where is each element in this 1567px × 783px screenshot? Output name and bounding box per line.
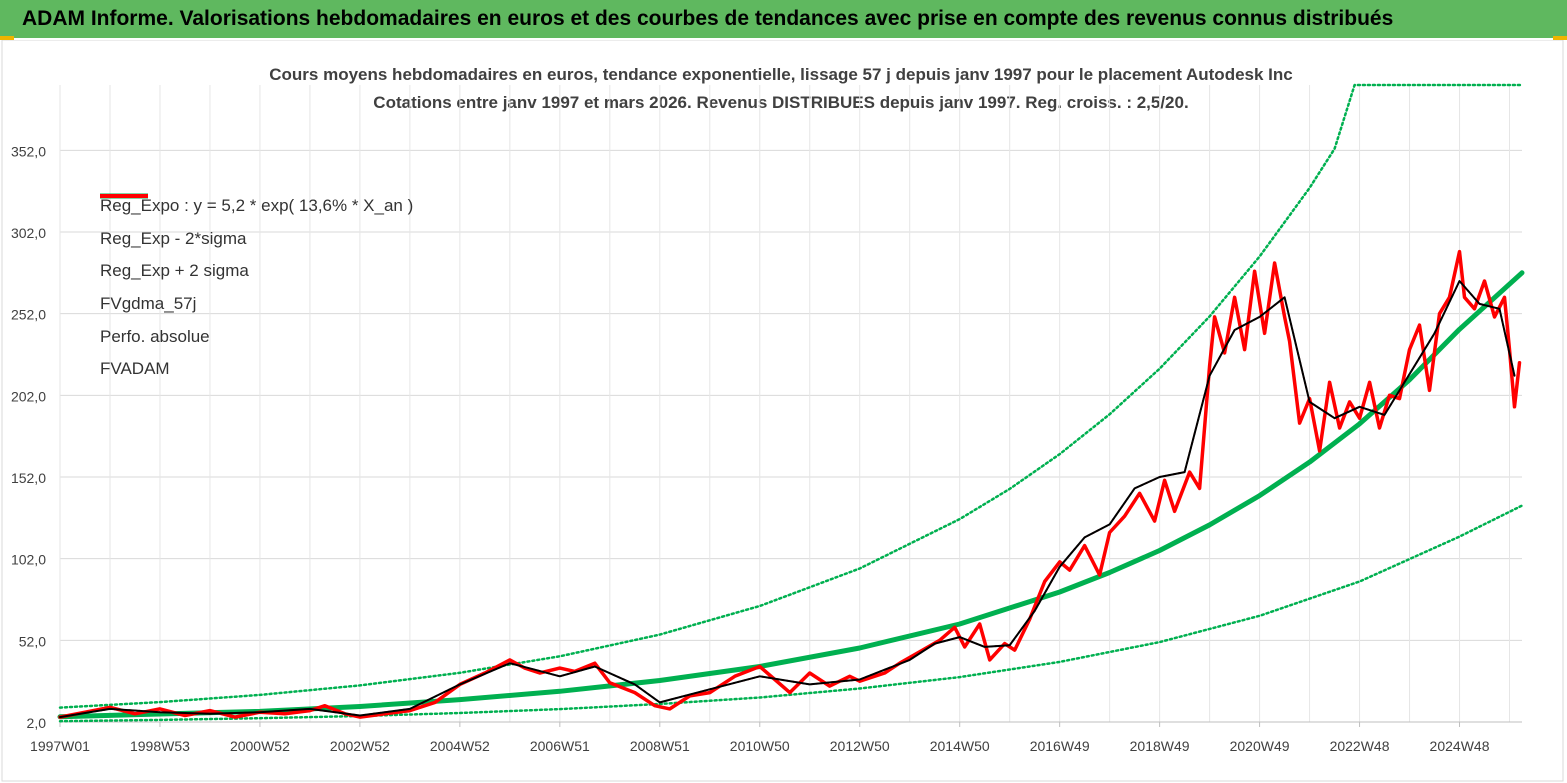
grid	[59, 85, 1522, 723]
y-tick-label: 252,0	[11, 307, 46, 323]
line-chart: Cours moyens hebdomadaires en euros, ten…	[1, 40, 1564, 782]
series-line-2	[58, 83, 1524, 709]
chart-title: Cours moyens hebdomadaires en euros, ten…	[269, 65, 1292, 84]
series-line-0	[57, 270, 1525, 720]
x-tick-label: 1998W53	[130, 738, 190, 754]
report-title: ADAM Informe. Valorisations hebdomadaire…	[22, 7, 1394, 30]
x-tick-label: 2020W49	[1230, 738, 1290, 754]
x-tick-label: 2018W49	[1130, 738, 1190, 754]
legend-item-reg-exp-plus: Reg_Exp + 2 sigma	[100, 194, 413, 288]
report-header: ADAM Informe. Valorisations hebdomadaire…	[0, 0, 1567, 38]
x-tick-label: 2016W49	[1030, 738, 1090, 754]
y-tick-label: 302,0	[11, 225, 46, 241]
series-line-3	[59, 280, 1516, 719]
x-tick-label: 2010W50	[730, 738, 790, 754]
x-tick-label: 2000W52	[230, 738, 290, 754]
axes: 2,0 52,0 102,0 152,0 202,0 252,0 302,0 352,0 199…	[11, 143, 1522, 754]
legend-item-reg-exp-minus: Reg_Exp - 2*sigma	[100, 194, 413, 256]
legend-item-perfo: Perfo. absolue	[100, 195, 413, 353]
legend-item-fvgdma: FVgdma_57j	[100, 194, 413, 321]
legend-item-fvadam: FVADAM	[100, 194, 413, 386]
x-tick-label: 2006W51	[530, 738, 590, 754]
legend-label: FVADAM	[100, 359, 170, 379]
chart-area: Cours moyens hebdomadaires en euros, ten…	[0, 40, 1567, 783]
x-tick-label: 2024W48	[1430, 738, 1490, 754]
y-tick-label: 52,0	[19, 633, 46, 649]
header-accent-left	[0, 36, 14, 40]
chart-legend: Reg_Expo : y = 5,2 * exp( 13,6% * X_an )…	[100, 190, 413, 386]
y-tick-label: 202,0	[11, 388, 46, 404]
series-line-5	[58, 249, 1522, 719]
y-tick-label: 102,0	[11, 552, 46, 568]
legend-label: Reg_Exp - 2*sigma	[100, 228, 247, 248]
legend-label: FVgdma_57j	[100, 294, 197, 314]
chart-subtitle: Cotations entre janv 1997 et mars 2026. …	[373, 93, 1188, 112]
x-tick-label: 2022W48	[1330, 738, 1390, 754]
x-tick-label: 2004W52	[430, 738, 490, 754]
header-accent-right	[1553, 36, 1567, 40]
series	[57, 83, 1525, 723]
x-tick-label: 2012W50	[830, 738, 890, 754]
legend-label: Reg_Exp + 2 sigma	[100, 261, 249, 281]
x-tick-label: 2014W50	[930, 738, 990, 754]
x-tick-label: 2008W51	[630, 738, 690, 754]
legend-label: Perfo. absolue	[100, 326, 210, 346]
y-tick-label: 352,0	[11, 143, 46, 159]
y-tick-label: 152,0	[11, 470, 46, 486]
series-line-1	[58, 504, 1524, 723]
x-tick-label: 1997W01	[30, 738, 90, 754]
legend-label: Reg_Expo : y = 5,2 * exp( 13,6% * X_an )	[100, 196, 414, 216]
y-tick-label: 2,0	[27, 715, 47, 731]
x-tick-label: 2002W52	[330, 738, 390, 754]
